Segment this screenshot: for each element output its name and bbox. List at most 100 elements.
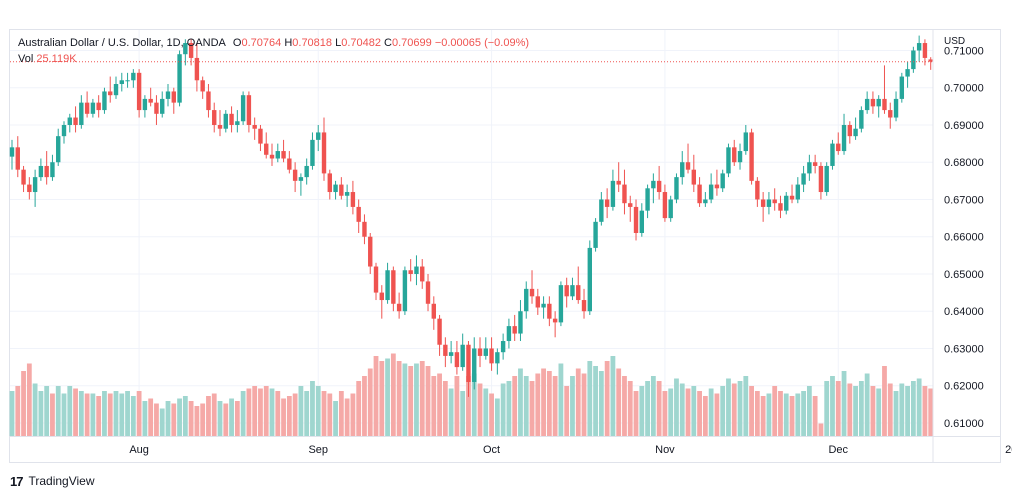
volume-bar xyxy=(419,361,425,436)
candle-body xyxy=(535,296,540,308)
candle-body xyxy=(27,184,32,193)
candle-body xyxy=(472,348,477,382)
candle-body xyxy=(483,348,488,356)
chart-legend: Australian Dollar / U.S. Dollar, 1D, OAN… xyxy=(18,35,529,67)
candle-body xyxy=(125,80,130,82)
candle-body xyxy=(350,192,356,207)
volume-bar xyxy=(720,386,726,436)
volume-bar xyxy=(587,361,593,436)
candle-body xyxy=(246,95,252,125)
candle-body xyxy=(212,110,217,125)
volume-bar xyxy=(772,386,778,436)
candle-body xyxy=(84,102,90,114)
volume-bar xyxy=(107,393,113,436)
volume-bar xyxy=(304,391,310,436)
volume-bar xyxy=(211,393,217,436)
volume-bar xyxy=(841,371,847,436)
volume-bar xyxy=(431,376,437,436)
candle-body xyxy=(864,98,870,111)
candle-body xyxy=(102,91,107,111)
volume-bar xyxy=(616,368,622,436)
close-label: C xyxy=(384,37,392,49)
volume-bar xyxy=(581,373,587,436)
x-tick-label: Aug xyxy=(129,444,149,456)
x-tick-label: Nov xyxy=(655,444,675,456)
candle-body xyxy=(766,199,772,207)
symbol-title[interactable]: Australian Dollar / U.S. Dollar, 1D, OAN… xyxy=(18,37,226,49)
y-tick-label: 0.70000 xyxy=(944,83,984,95)
tradingview-brand[interactable]: 17 TradingView xyxy=(10,472,95,490)
volume-bar xyxy=(529,381,535,436)
y-tick-label: 0.71000 xyxy=(944,45,984,57)
volume-bar xyxy=(697,391,702,436)
volume-bar xyxy=(263,386,269,436)
volume-bar xyxy=(656,381,662,436)
candle-body xyxy=(749,132,754,181)
volume-bar xyxy=(408,366,414,436)
volume-bar xyxy=(610,356,616,436)
volume-bar xyxy=(893,391,899,436)
volume-bar xyxy=(789,396,795,436)
candle-body xyxy=(183,43,188,55)
candle-body xyxy=(547,303,552,319)
candle-body xyxy=(928,59,933,62)
candle-body xyxy=(656,180,662,193)
volume-bar xyxy=(258,388,263,436)
candle-body xyxy=(812,162,818,166)
volume-bar xyxy=(726,378,731,436)
volume-bar xyxy=(864,373,870,436)
candle-body xyxy=(321,132,327,174)
candle-body xyxy=(668,199,673,219)
high-label: H xyxy=(284,37,293,49)
volume-bar xyxy=(737,381,743,436)
volume-bar xyxy=(783,393,789,436)
volume-label[interactable]: Vol xyxy=(18,53,34,65)
y-tick-label: 0.65000 xyxy=(944,269,984,281)
volume-bar xyxy=(113,391,119,436)
volume-bar xyxy=(379,361,385,436)
volume-bar xyxy=(575,368,581,436)
volume-bar xyxy=(338,391,344,436)
volume-bar xyxy=(564,386,570,436)
x-tick-label: Oct xyxy=(483,444,500,456)
volume-bar xyxy=(448,388,454,436)
volume-bar xyxy=(84,393,90,436)
volume-bar xyxy=(206,396,211,436)
volume-bar xyxy=(96,396,102,436)
candle-body xyxy=(512,326,517,334)
candle-body xyxy=(628,203,633,207)
volume-bar xyxy=(483,388,489,436)
volume-bar xyxy=(593,366,598,436)
candle-body xyxy=(720,173,725,189)
brand-name: TradingView xyxy=(28,474,95,488)
candle-body xyxy=(732,147,737,163)
candle-body xyxy=(154,102,159,114)
volume-bar xyxy=(558,363,564,436)
volume-bar xyxy=(674,378,679,436)
volume-row: Vol 25.119K xyxy=(18,51,529,67)
candle-body xyxy=(15,147,20,170)
candle-body xyxy=(789,195,795,200)
volume-bar xyxy=(125,391,130,436)
volume-bar xyxy=(26,363,32,436)
candle-body xyxy=(9,147,15,157)
candle-body xyxy=(327,173,332,193)
volume-bar xyxy=(830,376,835,436)
y-tick-label: 0.66000 xyxy=(944,232,984,244)
candle-body xyxy=(443,344,448,356)
volume-bar xyxy=(858,381,864,436)
candle-body xyxy=(264,143,269,155)
candle-body xyxy=(425,281,431,304)
candle-body xyxy=(402,270,408,312)
volume-bar xyxy=(154,403,159,436)
candle-body xyxy=(524,288,529,312)
volume-bar xyxy=(685,388,691,436)
candle-body xyxy=(500,341,506,353)
volume-bar xyxy=(44,386,50,436)
volume-bar xyxy=(928,388,934,436)
candle-body xyxy=(240,95,246,122)
volume-bar xyxy=(252,386,258,436)
candle-body xyxy=(847,124,853,137)
volume-bar xyxy=(835,381,841,436)
